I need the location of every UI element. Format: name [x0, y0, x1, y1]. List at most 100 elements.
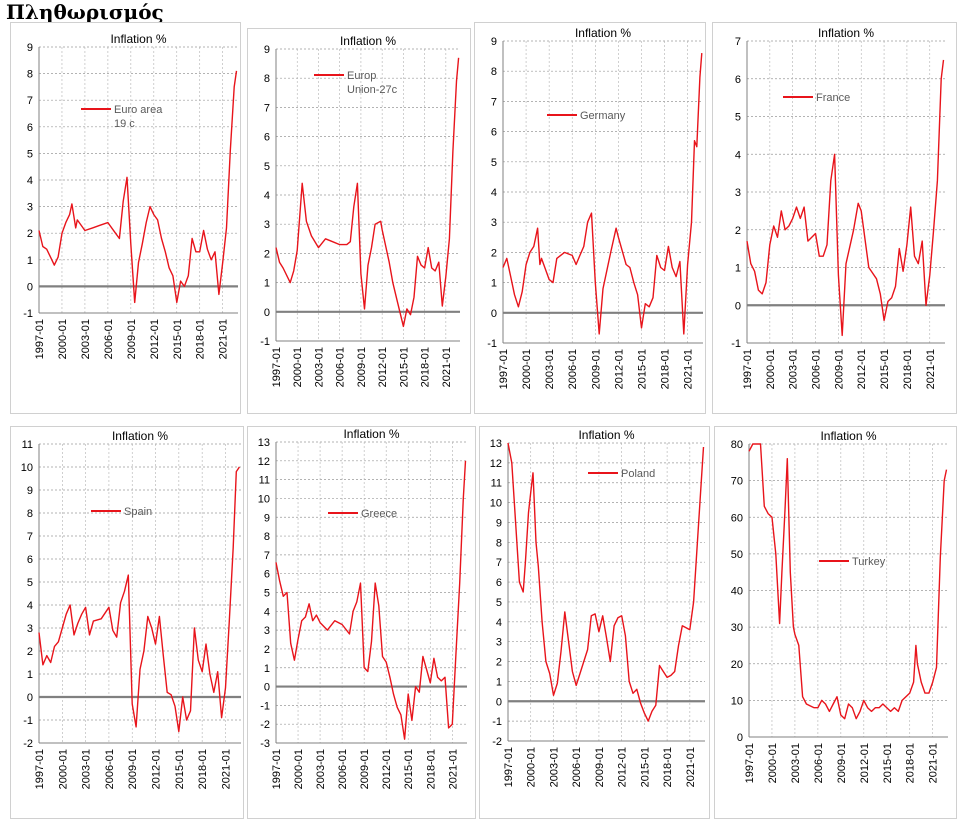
y-tick-label: 7 [264, 550, 270, 562]
series-line [38, 70, 238, 304]
x-tick-label: 2000-01 [57, 749, 69, 789]
y-tick-label: 2 [264, 248, 270, 260]
y-tick-label: 1 [27, 669, 33, 681]
y-tick-label: 6 [496, 577, 502, 589]
x-tick-label: 2012-01 [613, 349, 625, 389]
y-tick-label: 10 [490, 498, 502, 510]
x-tick-label: 1997-01 [742, 349, 754, 389]
y-tick-label: 9 [491, 36, 497, 48]
y-tick-label: 5 [735, 112, 741, 124]
y-tick-label: 2 [27, 646, 33, 658]
x-tick-label: 2006-01 [567, 349, 579, 389]
x-tick-label: 2003-01 [81, 749, 93, 789]
x-tick-label: 2009-01 [126, 319, 138, 359]
x-tick-label: 2018-01 [905, 743, 917, 783]
chart-title: Inflation % [340, 34, 396, 48]
x-tick-label: 2006-01 [104, 749, 116, 789]
chart-title: Inflation % [578, 428, 634, 442]
chart-title: Inflation % [112, 429, 168, 443]
x-tick-label: 1997-01 [34, 749, 46, 789]
y-tick-label: 0 [27, 692, 33, 704]
chart-title: Inflation % [343, 427, 399, 441]
y-tick-label: 5 [264, 161, 270, 173]
chart-svg-turkey: 0 10 20 30 40 50 60 70 80 1997-01 2000-01 2003-01 20… [731, 429, 948, 783]
x-tick-label: 2009-01 [836, 743, 848, 783]
y-tick-label: 9 [27, 42, 33, 54]
legend-label: Turkey [852, 556, 886, 568]
y-tick-label: 8 [491, 66, 497, 78]
y-tick-label: 0 [737, 732, 743, 744]
x-tick-label: 1997-01 [34, 319, 46, 359]
y-tick-label: 0 [264, 682, 270, 694]
x-tick-label: 2000-01 [765, 349, 777, 389]
series-line [38, 466, 240, 733]
x-tick-label: 2006-01 [103, 319, 115, 359]
x-tick-label: 2021-01 [925, 349, 937, 389]
legend-label: Spain [124, 506, 152, 518]
y-tick-label: 7 [735, 36, 741, 48]
series-line [275, 460, 467, 740]
chart-panel-poland: -2 -1 0 1 2 3 4 5 6 7 8 9 10 11 12 13 1997-01 2000-01 2003… [479, 426, 710, 819]
y-tick-label: 5 [264, 588, 270, 600]
x-tick-label: 2006-01 [571, 747, 583, 787]
legend-label: France [816, 92, 850, 104]
y-tick-label: 6 [264, 132, 270, 144]
chart-svg-spain: -2 -1 0 1 2 3 4 5 6 7 8 9 10 11 1997-01 2000-01 2003-01 2… [21, 429, 241, 789]
y-tick-label: 11 [491, 478, 502, 490]
y-tick-label: 4 [496, 617, 502, 629]
x-tick-label: 2009-01 [359, 749, 371, 789]
x-tick-label: 2012-01 [381, 749, 393, 789]
x-tick-label: 2018-01 [420, 347, 432, 387]
x-tick-label: 2018-01 [197, 749, 209, 789]
y-tick-label: 7 [27, 531, 33, 543]
x-tick-label: 2000-01 [526, 747, 538, 787]
y-tick-label: 4 [264, 606, 270, 618]
y-tick-label: 10 [258, 493, 270, 505]
chart-title: Inflation % [110, 32, 166, 46]
y-tick-label: 3 [491, 217, 497, 229]
y-tick-label: -1 [23, 308, 33, 320]
y-tick-label: -1 [260, 336, 270, 348]
y-tick-label: 6 [27, 554, 33, 566]
y-tick-label: 30 [731, 622, 743, 634]
series-line [746, 59, 945, 337]
x-tick-label: 2003-01 [80, 319, 92, 359]
x-tick-label: 2012-01 [617, 747, 629, 787]
y-tick-label: 0 [27, 281, 33, 293]
y-tick-label: 11 [22, 439, 33, 451]
y-tick-label: 11 [259, 475, 270, 487]
x-tick-label: 2021-01 [447, 749, 459, 789]
y-tick-label: 7 [27, 95, 33, 107]
series-line [507, 442, 705, 722]
y-tick-label: 3 [496, 637, 502, 649]
x-tick-label: 2015-01 [403, 749, 415, 789]
x-tick-label: 2006-01 [337, 749, 349, 789]
y-tick-label: 1 [264, 663, 270, 675]
legend-label: Greece [361, 508, 397, 520]
y-tick-label: 3 [27, 623, 33, 635]
x-tick-label: 2021-01 [683, 349, 695, 389]
x-tick-label: 2000-01 [57, 319, 69, 359]
y-tick-label: -1 [23, 715, 33, 727]
legend-label: Europ [347, 70, 376, 82]
y-tick-label: 4 [491, 187, 497, 199]
x-tick-label: 1997-01 [271, 749, 283, 789]
x-tick-label: 2009-01 [833, 349, 845, 389]
x-tick-label: 2015-01 [639, 747, 651, 787]
y-tick-label: 7 [496, 557, 502, 569]
y-tick-label: 1 [735, 263, 741, 275]
x-tick-label: 2006-01 [335, 347, 347, 387]
x-tick-label: 2003-01 [315, 749, 327, 789]
x-tick-label: 2000-01 [521, 349, 533, 389]
x-tick-label: 2012-01 [859, 743, 871, 783]
y-tick-label: 4 [264, 190, 270, 202]
x-tick-label: 2003-01 [548, 747, 560, 787]
y-tick-label: 13 [490, 438, 502, 450]
x-tick-label: 2015-01 [172, 319, 184, 359]
y-tick-label: 10 [21, 462, 33, 474]
y-tick-label: 1 [491, 278, 497, 290]
y-tick-label: 6 [27, 122, 33, 134]
chart-panel-spain: -2 -1 0 1 2 3 4 5 6 7 8 9 10 11 1997-01 2000-01 2003-01 2… [10, 426, 244, 819]
y-tick-label: 1 [496, 676, 502, 688]
